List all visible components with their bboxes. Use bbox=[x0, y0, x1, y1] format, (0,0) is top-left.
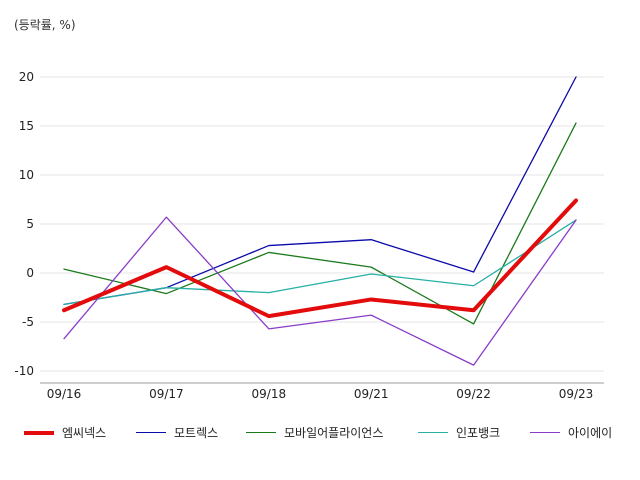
legend-label: 모트렉스 bbox=[174, 426, 219, 440]
x-tick-label: 09/16 bbox=[47, 387, 82, 401]
series-line-4 bbox=[63, 219, 577, 306]
y-tick-label: 10 bbox=[19, 168, 34, 182]
y-tick-label: -10 bbox=[14, 364, 34, 378]
legend-item: 엠씨넥스 bbox=[24, 424, 106, 441]
x-tick-label: 09/22 bbox=[456, 387, 491, 401]
y-tick-label: 5 bbox=[26, 217, 34, 231]
legend-swatch bbox=[136, 432, 166, 433]
legend-swatch bbox=[418, 432, 448, 433]
y-tick-label: -5 bbox=[22, 315, 34, 329]
y-tick-label: 15 bbox=[19, 119, 34, 133]
y-tick-label: 20 bbox=[19, 70, 34, 84]
legend-item: 모트렉스 bbox=[136, 424, 218, 441]
y-unit-label: (등락률, %) bbox=[14, 18, 76, 32]
chart-legend: 엠씨넥스 모트렉스 모바일어플라이언스 인포뱅크 아이에이 bbox=[24, 424, 624, 444]
legend-label: 모바일어플라이언스 bbox=[284, 426, 384, 440]
x-tick-label: 09/17 bbox=[149, 387, 184, 401]
line-chart: 20 15 10 5 0 -5 -10 09/16 09/17 09/18 09/21 09/22 09… bbox=[14, 70, 604, 401]
legend-swatch bbox=[24, 430, 54, 435]
legend-label: 인포뱅크 bbox=[456, 426, 501, 440]
legend-swatch bbox=[246, 432, 276, 433]
y-tick-label: 0 bbox=[26, 266, 34, 280]
legend-item: 모바일어플라이언스 bbox=[246, 424, 383, 441]
legend-item: 아이에이 bbox=[530, 424, 612, 441]
x-tick-label: 09/18 bbox=[252, 387, 287, 401]
series-line-2 bbox=[63, 76, 577, 306]
legend-label: 엠씨넥스 bbox=[62, 426, 107, 440]
legend-swatch bbox=[530, 432, 560, 433]
legend-item: 인포뱅크 bbox=[418, 424, 500, 441]
legend-label: 아이에이 bbox=[568, 426, 613, 440]
x-tick-label: 09/21 bbox=[354, 387, 389, 401]
series-line-1 bbox=[62, 198, 578, 319]
x-tick-label: 09/23 bbox=[559, 387, 594, 401]
series-line-5 bbox=[63, 216, 577, 366]
